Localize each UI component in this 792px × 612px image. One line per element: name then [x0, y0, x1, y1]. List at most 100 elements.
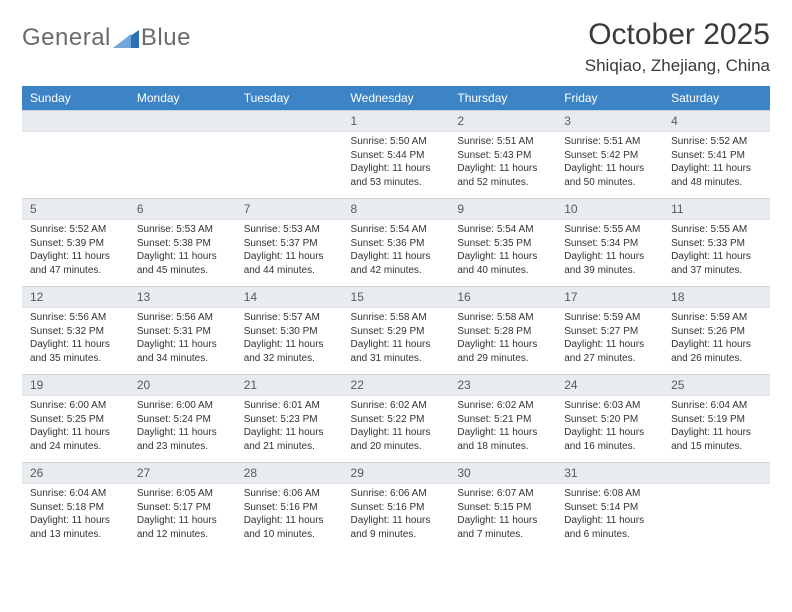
calendar-day-cell: 4Sunrise: 5:52 AMSunset: 5:41 PMDaylight… [663, 110, 770, 198]
sunrise-line: Sunrise: 5:59 AM [564, 311, 655, 325]
daylight-line: Daylight: 11 hours and 53 minutes. [351, 162, 442, 189]
calendar-day-cell: 2Sunrise: 5:51 AMSunset: 5:43 PMDaylight… [449, 110, 556, 198]
calendar-day-cell: 9Sunrise: 5:54 AMSunset: 5:35 PMDaylight… [449, 198, 556, 286]
sunrise-line: Sunrise: 5:55 AM [671, 223, 762, 237]
day-body: Sunrise: 5:53 AMSunset: 5:37 PMDaylight:… [236, 220, 343, 281]
sunrise-line: Sunrise: 5:57 AM [244, 311, 335, 325]
sunset-line: Sunset: 5:28 PM [457, 325, 548, 339]
sunset-line: Sunset: 5:26 PM [671, 325, 762, 339]
day-number: 25 [663, 374, 770, 396]
calendar-day-cell [22, 110, 129, 198]
day-number: 16 [449, 286, 556, 308]
day-number [663, 462, 770, 484]
daylight-line: Daylight: 11 hours and 32 minutes. [244, 338, 335, 365]
sunrise-line: Sunrise: 6:06 AM [244, 487, 335, 501]
weekday-header: Monday [129, 86, 236, 110]
day-number: 5 [22, 198, 129, 220]
day-body [663, 484, 770, 544]
daylight-line: Daylight: 11 hours and 42 minutes. [351, 250, 442, 277]
day-body: Sunrise: 5:58 AMSunset: 5:29 PMDaylight:… [343, 308, 450, 369]
sunrise-line: Sunrise: 6:05 AM [137, 487, 228, 501]
sunset-line: Sunset: 5:16 PM [244, 501, 335, 515]
day-body: Sunrise: 6:01 AMSunset: 5:23 PMDaylight:… [236, 396, 343, 457]
calendar-body: 1Sunrise: 5:50 AMSunset: 5:44 PMDaylight… [22, 110, 770, 550]
sunset-line: Sunset: 5:35 PM [457, 237, 548, 251]
day-number: 18 [663, 286, 770, 308]
daylight-line: Daylight: 11 hours and 15 minutes. [671, 426, 762, 453]
day-body: Sunrise: 5:55 AMSunset: 5:34 PMDaylight:… [556, 220, 663, 281]
calendar-day-cell: 16Sunrise: 5:58 AMSunset: 5:28 PMDayligh… [449, 286, 556, 374]
sunrise-line: Sunrise: 5:52 AM [30, 223, 121, 237]
sunrise-line: Sunrise: 6:01 AM [244, 399, 335, 413]
daylight-line: Daylight: 11 hours and 29 minutes. [457, 338, 548, 365]
calendar-week-row: 5Sunrise: 5:52 AMSunset: 5:39 PMDaylight… [22, 198, 770, 286]
sunset-line: Sunset: 5:36 PM [351, 237, 442, 251]
weekday-header: Friday [556, 86, 663, 110]
daylight-line: Daylight: 11 hours and 18 minutes. [457, 426, 548, 453]
weekday-header: Sunday [22, 86, 129, 110]
day-number: 7 [236, 198, 343, 220]
sunrise-line: Sunrise: 5:55 AM [564, 223, 655, 237]
sunrise-line: Sunrise: 6:03 AM [564, 399, 655, 413]
daylight-line: Daylight: 11 hours and 21 minutes. [244, 426, 335, 453]
day-number: 20 [129, 374, 236, 396]
day-body: Sunrise: 6:04 AMSunset: 5:19 PMDaylight:… [663, 396, 770, 457]
daylight-line: Daylight: 11 hours and 52 minutes. [457, 162, 548, 189]
calendar-day-cell: 7Sunrise: 5:53 AMSunset: 5:37 PMDaylight… [236, 198, 343, 286]
daylight-line: Daylight: 11 hours and 16 minutes. [564, 426, 655, 453]
logo-text-gray: General [22, 24, 111, 52]
calendar-day-cell: 12Sunrise: 5:56 AMSunset: 5:32 PMDayligh… [22, 286, 129, 374]
sunset-line: Sunset: 5:18 PM [30, 501, 121, 515]
sunrise-line: Sunrise: 5:58 AM [351, 311, 442, 325]
day-number: 10 [556, 198, 663, 220]
sunset-line: Sunset: 5:27 PM [564, 325, 655, 339]
day-number: 6 [129, 198, 236, 220]
day-number: 28 [236, 462, 343, 484]
daylight-line: Daylight: 11 hours and 9 minutes. [351, 514, 442, 541]
sunset-line: Sunset: 5:43 PM [457, 149, 548, 163]
day-number: 24 [556, 374, 663, 396]
sunrise-line: Sunrise: 6:02 AM [457, 399, 548, 413]
day-body [129, 132, 236, 192]
day-number [236, 110, 343, 132]
calendar-day-cell: 3Sunrise: 5:51 AMSunset: 5:42 PMDaylight… [556, 110, 663, 198]
day-body: Sunrise: 5:51 AMSunset: 5:42 PMDaylight:… [556, 132, 663, 193]
sunset-line: Sunset: 5:30 PM [244, 325, 335, 339]
day-body [236, 132, 343, 192]
day-body: Sunrise: 6:05 AMSunset: 5:17 PMDaylight:… [129, 484, 236, 545]
day-number: 9 [449, 198, 556, 220]
day-body: Sunrise: 5:59 AMSunset: 5:26 PMDaylight:… [663, 308, 770, 369]
calendar-day-cell [663, 462, 770, 550]
sunset-line: Sunset: 5:16 PM [351, 501, 442, 515]
day-number: 21 [236, 374, 343, 396]
day-number: 1 [343, 110, 450, 132]
daylight-line: Daylight: 11 hours and 10 minutes. [244, 514, 335, 541]
day-number: 29 [343, 462, 450, 484]
day-number: 17 [556, 286, 663, 308]
day-body: Sunrise: 6:02 AMSunset: 5:21 PMDaylight:… [449, 396, 556, 457]
day-body: Sunrise: 5:59 AMSunset: 5:27 PMDaylight:… [556, 308, 663, 369]
sunset-line: Sunset: 5:33 PM [671, 237, 762, 251]
sunset-line: Sunset: 5:31 PM [137, 325, 228, 339]
daylight-line: Daylight: 11 hours and 34 minutes. [137, 338, 228, 365]
daylight-line: Daylight: 11 hours and 50 minutes. [564, 162, 655, 189]
calendar-weekday-header: Sunday Monday Tuesday Wednesday Thursday… [22, 86, 770, 110]
sunrise-line: Sunrise: 6:07 AM [457, 487, 548, 501]
calendar-week-row: 12Sunrise: 5:56 AMSunset: 5:32 PMDayligh… [22, 286, 770, 374]
weekday-header: Saturday [663, 86, 770, 110]
calendar-day-cell: 25Sunrise: 6:04 AMSunset: 5:19 PMDayligh… [663, 374, 770, 462]
calendar-day-cell: 14Sunrise: 5:57 AMSunset: 5:30 PMDayligh… [236, 286, 343, 374]
sunrise-line: Sunrise: 5:56 AM [137, 311, 228, 325]
daylight-line: Daylight: 11 hours and 23 minutes. [137, 426, 228, 453]
calendar-week-row: 1Sunrise: 5:50 AMSunset: 5:44 PMDaylight… [22, 110, 770, 198]
sunrise-line: Sunrise: 5:56 AM [30, 311, 121, 325]
day-number: 8 [343, 198, 450, 220]
sunset-line: Sunset: 5:32 PM [30, 325, 121, 339]
calendar-day-cell: 15Sunrise: 5:58 AMSunset: 5:29 PMDayligh… [343, 286, 450, 374]
day-number: 12 [22, 286, 129, 308]
sunrise-line: Sunrise: 5:52 AM [671, 135, 762, 149]
day-body: Sunrise: 5:51 AMSunset: 5:43 PMDaylight:… [449, 132, 556, 193]
header: General Blue October 2025 Shiqiao, Zheji… [22, 18, 770, 76]
day-body: Sunrise: 6:00 AMSunset: 5:25 PMDaylight:… [22, 396, 129, 457]
sunset-line: Sunset: 5:19 PM [671, 413, 762, 427]
